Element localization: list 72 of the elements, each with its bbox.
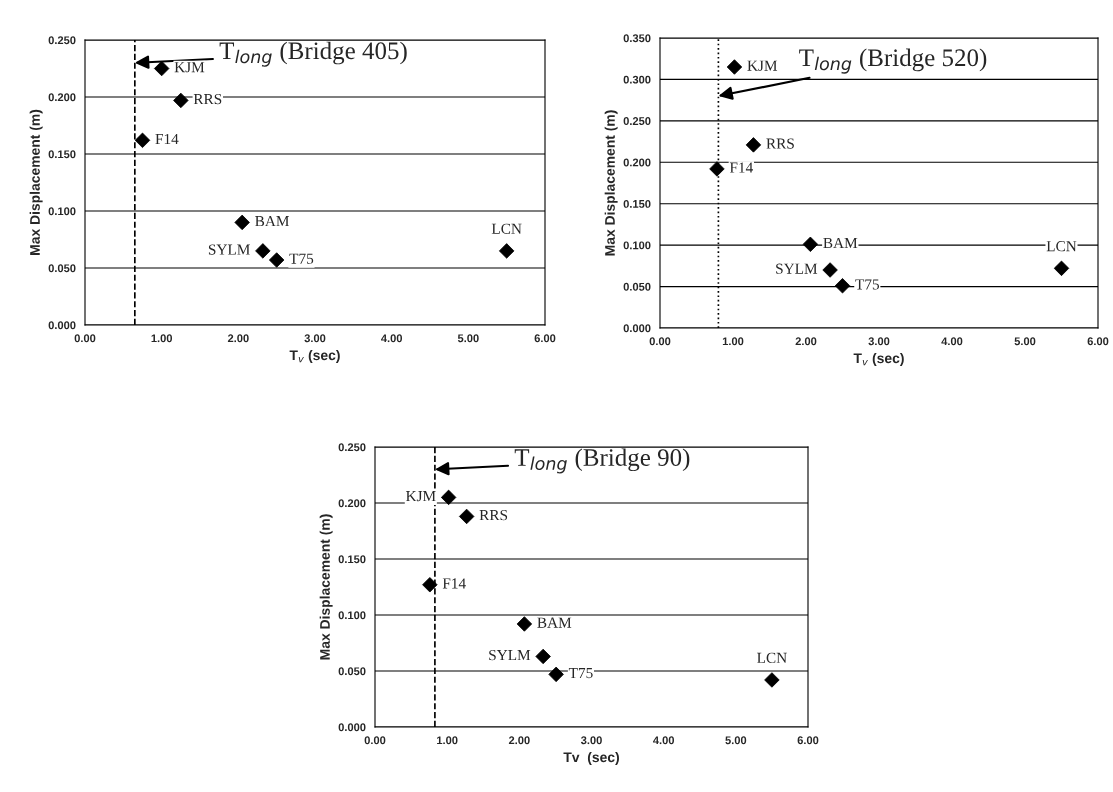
y-tick-label: 0.350	[623, 34, 651, 43]
x-tick-label: 2.00	[227, 334, 249, 343]
x-tick-label: 5.00	[725, 736, 747, 745]
annotation: KJM	[405, 491, 436, 502]
y-tick-label: 0.100	[623, 241, 651, 250]
annotation: LCN	[757, 652, 787, 663]
x-tick-label: 3.00	[304, 334, 326, 343]
y-tick-label: 0.150	[338, 555, 366, 564]
y-tick-label: 0.050	[623, 282, 651, 291]
x-tick-label: 1.00	[151, 334, 173, 343]
x-axis-title: T$_{v}$ (sec)	[853, 352, 904, 366]
annotation: KJM	[174, 62, 205, 73]
y-tick-label: 0.050	[338, 667, 366, 676]
y-tick-label: 0.100	[48, 207, 76, 216]
x-tick-label: 0.00	[364, 736, 386, 745]
annotation: BAM	[255, 215, 290, 227]
annotation: T75	[289, 253, 314, 264]
annotation: KJM	[747, 60, 778, 71]
y-axis-title: Max Displacement (m)	[604, 110, 618, 256]
x-axis-title: T$_{v}$ (sec)	[289, 349, 340, 363]
annotation: T75	[855, 279, 880, 290]
annotation: LCN	[1046, 241, 1077, 252]
x-tick-label: 6.00	[534, 334, 556, 343]
annotation: F14	[155, 133, 179, 144]
x-tick-label: 6.00	[1087, 337, 1109, 346]
x-tick-label: 1.00	[437, 736, 458, 745]
ref-line-label: T$_{long}$ (Bridge 90)	[514, 448, 690, 474]
point	[134, 132, 151, 149]
x-tick-label: 0.00	[74, 334, 96, 343]
y-axis-title: Max Displacement (m)	[319, 514, 333, 660]
x-tick-label: 4.00	[381, 334, 403, 343]
x-tick-label: 1.00	[722, 337, 744, 346]
y-tick-label: 0.150	[48, 150, 76, 159]
x-tick-label: 2.00	[795, 337, 817, 346]
annotation: SYLM	[776, 263, 818, 274]
annotation: SYLM	[489, 650, 531, 661]
y-tick-label: 0.150	[623, 199, 651, 208]
annotation: BAM	[537, 617, 572, 628]
y-tick-label: 0.250	[338, 443, 366, 452]
y-tick-label: 0.250	[623, 117, 651, 125]
ref-line-label: T$_{long}$ (Bridge 520)	[799, 48, 987, 74]
x-tick-label: 3.00	[868, 337, 890, 346]
y-tick-label: 0.050	[48, 264, 76, 273]
y-axis-title: Max Displacement (m)	[29, 109, 43, 255]
x-tick-label: 2.00	[508, 736, 530, 745]
y-tick-label: 0.300	[623, 75, 651, 84]
annotation: BAM	[823, 237, 858, 249]
y-tick-label: 0.200	[48, 93, 76, 102]
y-tick-label: 0.000	[338, 723, 366, 732]
annotation: RRS	[479, 510, 508, 521]
x-tick-label: 5.00	[457, 334, 479, 343]
x-tick-label: 5.00	[1014, 337, 1036, 346]
x-tick-label: 3.00	[580, 736, 602, 745]
annotation: SYLM	[208, 244, 250, 255]
x-tick-label: 6.00	[797, 736, 819, 745]
annotation: RRS	[193, 93, 222, 105]
annotation: T75	[568, 668, 593, 679]
x-tick-label: 4.00	[941, 337, 963, 346]
x-tick-label: 0.00	[649, 337, 671, 346]
annotation: F14	[729, 162, 753, 173]
annotation: F14	[442, 578, 466, 589]
y-tick-label: 0.250	[48, 36, 76, 45]
annotation: LCN	[491, 223, 522, 234]
y-tick-label: 0.000	[48, 321, 76, 330]
y-tick-label: 0.000	[623, 324, 651, 333]
ref-line-label: T$_{long}$ (Bridge 405)	[219, 41, 407, 67]
y-tick-label: 0.200	[623, 158, 651, 167]
y-tick-label: 0.100	[338, 611, 366, 620]
annotation: RRS	[766, 138, 794, 149]
x-axis-title: Tv (sec)	[563, 751, 619, 765]
y-tick-label: 0.200	[338, 499, 366, 508]
x-tick-label: 4.00	[653, 736, 675, 745]
